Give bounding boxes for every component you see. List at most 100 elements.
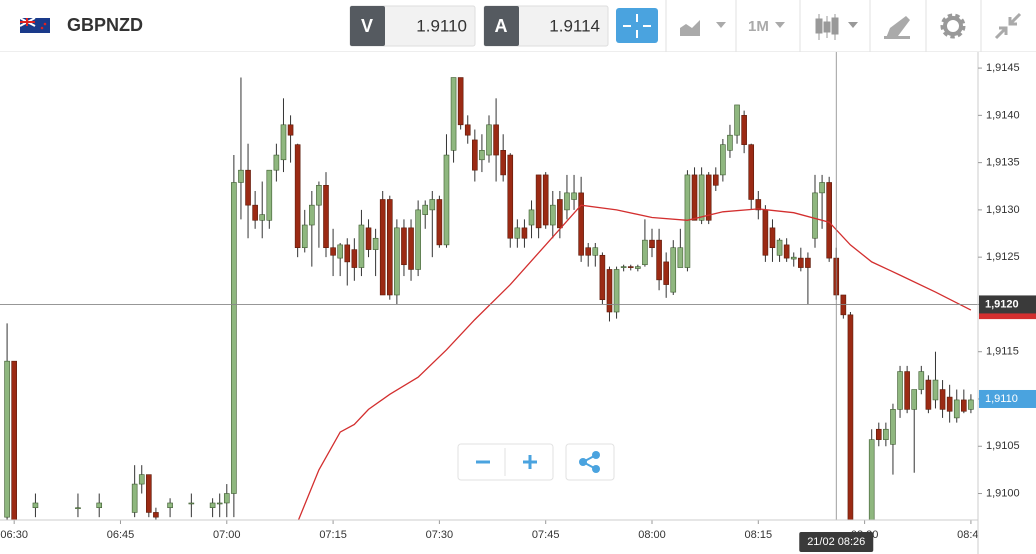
ask-price: 1.9114 [549, 16, 600, 35]
candle-body [216, 502, 223, 505]
candle-body [627, 266, 634, 268]
candle-body [238, 169, 244, 183]
x-tick-label: 07:30 [426, 529, 454, 541]
zoom-in-button[interactable] [523, 455, 537, 469]
candle-body [897, 371, 903, 410]
candle-body [273, 154, 280, 171]
candle-body [592, 247, 599, 256]
candle-body [571, 192, 577, 200]
candle-body [75, 507, 81, 510]
candle-body [223, 493, 230, 504]
crosshair-price-box [979, 295, 1036, 314]
share-button[interactable] [565, 443, 615, 481]
candle-body [309, 204, 315, 226]
candle-body [386, 199, 393, 296]
y-tick-label: 1,9145 [986, 62, 1020, 74]
candle-body [776, 239, 783, 256]
y-tick-label: 1,9100 [986, 487, 1020, 499]
y-tick-label: 1,9105 [986, 440, 1020, 452]
candle-body [138, 474, 145, 485]
crosshair-time-box [799, 532, 874, 552]
candle-body [521, 227, 528, 239]
candle-body [401, 227, 407, 266]
candle-body [790, 256, 797, 260]
minimize-button[interactable] [994, 12, 1022, 40]
settings-button[interactable] [940, 13, 966, 39]
y-tick-label: 1,9140 [986, 109, 1020, 121]
x-tick-label: 08:15 [745, 529, 773, 541]
crosshair-price-label: 1,9120 [985, 298, 1019, 310]
bid-button[interactable]: V 1.9110 [349, 5, 476, 47]
candle-body [798, 257, 804, 268]
candle-body [316, 185, 322, 206]
candle-body [677, 247, 684, 268]
candle-body [330, 247, 336, 256]
candle-body [564, 192, 570, 211]
drawing-tool-button[interactable] [884, 16, 910, 39]
candle-body [153, 512, 159, 518]
x-tick-label: 08:00 [638, 529, 666, 541]
candle-body [146, 474, 152, 513]
candle-body [379, 199, 386, 296]
candle-body [670, 247, 677, 293]
candle-body [656, 239, 662, 281]
candle-body [351, 249, 358, 268]
candle-body [635, 266, 641, 269]
candle-body [557, 199, 563, 229]
y-tick-label: 1,9135 [986, 157, 1020, 169]
candle-body [372, 237, 379, 250]
candle-body [691, 174, 698, 221]
candle-body [613, 269, 620, 313]
candle-body [209, 502, 216, 509]
candle-body [231, 182, 237, 494]
candle-body [578, 192, 584, 256]
last-price-box [979, 389, 1036, 408]
candle-body [429, 199, 436, 211]
candle-body [549, 204, 556, 226]
candle-body [918, 371, 925, 390]
bid-price: 1.9110 [416, 16, 467, 35]
candle-body [663, 261, 669, 285]
candle-body [443, 154, 450, 246]
candle-body [542, 174, 549, 226]
candle-body [535, 174, 542, 229]
candle-body [32, 502, 39, 509]
crosshair-button[interactable] [616, 8, 658, 43]
candle-body [762, 209, 769, 256]
candle-body [698, 174, 705, 221]
candle-body [883, 428, 889, 440]
candle-body [875, 428, 882, 440]
candle-body [394, 227, 400, 296]
candle-body [294, 144, 301, 249]
candle-body [301, 224, 308, 249]
x-tick-label: 07:45 [532, 529, 560, 541]
toolbar-separators [665, 0, 982, 52]
candle-body [96, 502, 103, 509]
candle-body [337, 244, 343, 259]
candle-body [642, 239, 648, 266]
chart-type-button[interactable] [680, 20, 726, 36]
candle-body [450, 77, 457, 151]
symbol: GBPNZD [67, 15, 143, 35]
candle-body [620, 266, 627, 268]
candle-body [11, 360, 17, 520]
candle-body [422, 204, 429, 215]
y-tick-label: 1,9130 [986, 204, 1020, 216]
candle-body [968, 399, 974, 410]
candle-body [953, 399, 960, 419]
candle-body [131, 483, 138, 513]
candle-type-button[interactable] [815, 14, 858, 40]
candle-body [464, 124, 471, 136]
ask-button[interactable]: A 1.9114 [483, 5, 609, 47]
candle-body [741, 115, 747, 145]
candle-body [457, 77, 464, 126]
candle-body [925, 379, 932, 410]
candle-body [748, 144, 755, 200]
candle-body [649, 239, 655, 249]
timeframe-button[interactable]: 1M [748, 18, 785, 35]
x-tick-label: 06:45 [107, 529, 135, 541]
candle-body [720, 144, 726, 176]
candle-body [167, 502, 173, 509]
candle-body [4, 360, 10, 518]
